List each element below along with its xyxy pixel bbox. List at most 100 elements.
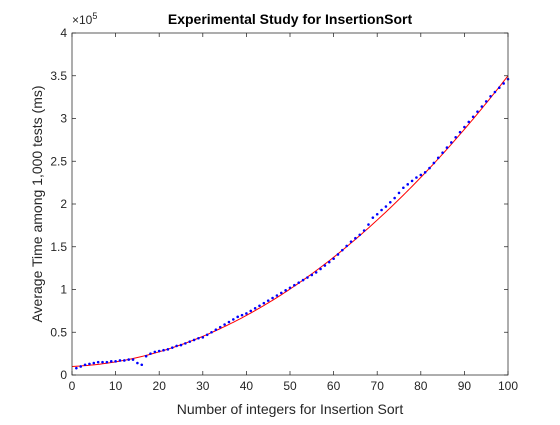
data-point [175,344,178,348]
data-point [349,240,353,243]
x-tick-label: 90 [458,379,472,393]
data-point [415,176,418,179]
axis-exponent-label: ×105 [72,11,97,27]
exponent-power: 5 [92,11,97,21]
y-tick-label: 3.5 [50,69,67,83]
data-point [476,110,479,113]
data-point [310,273,314,277]
data-point [502,82,505,85]
data-point [162,348,165,352]
data-point [166,348,170,351]
data-point [88,362,91,366]
data-point [136,361,139,365]
data-point [192,338,196,342]
data-point [332,257,335,261]
data-point [170,346,174,349]
x-tick-label: 10 [109,379,123,393]
x-tick-label: 60 [327,379,341,393]
data-point [114,360,117,363]
data-point [306,276,309,279]
data-point [406,183,410,186]
data-point [480,105,484,108]
plot-area [72,33,508,375]
data-point [105,360,109,364]
data-point [149,352,152,355]
data-point [210,330,213,334]
data-point [140,363,144,367]
data-point [83,363,87,367]
data-point [101,360,104,364]
data-point [262,301,266,305]
x-axis-ticks: 0 10 20 30 40 50 60 70 80 90 100 [69,33,518,393]
data-point [293,283,296,287]
data-point [184,342,187,345]
data-point [384,205,388,208]
y-axis-ticks: 0 0.5 1 1.5 2 2.5 3 3.5 4 [50,26,508,382]
data-point [493,90,497,94]
data-point [454,136,457,139]
y-tick-label: 3 [60,112,67,126]
data-point [314,271,318,274]
data-point [227,320,231,324]
data-point [271,296,274,300]
y-tick-label: 0 [60,368,67,382]
data-point [279,291,283,295]
data-point [188,340,192,343]
data-point [275,294,279,297]
data-point [410,179,414,183]
y-tick-label: 1 [60,283,67,297]
x-tick-label: 50 [283,379,297,393]
data-point [397,191,401,195]
data-point [484,100,488,103]
y-axis-label: Average Time among 1,000 tests (ms) [29,85,45,322]
data-point [249,309,253,313]
data-point [432,161,436,165]
data-point [402,186,405,190]
data-point [436,156,440,160]
data-point [327,260,331,264]
data-point [463,125,466,129]
data-point [201,336,205,339]
x-tick-label: 0 [69,379,76,393]
y-tick-label: 1.5 [50,240,67,254]
data-point [75,366,78,370]
data-point [358,233,362,237]
data-point [157,349,161,353]
data-point [467,120,471,124]
data-point [284,289,287,292]
data-point [371,216,375,219]
data-point [109,360,113,363]
data-point [336,253,340,256]
data-point [96,360,100,364]
data-point [319,267,322,271]
data-point [118,359,122,362]
data-point [489,94,492,98]
x-tick-label: 80 [414,379,428,393]
data-point [345,244,348,248]
data-point [458,130,462,134]
data-point [92,361,96,365]
x-tick-label: 20 [153,379,167,393]
data-point [127,358,130,361]
data-point [266,299,270,302]
data-point [214,328,218,331]
data-point [301,278,305,282]
data-point [258,304,261,308]
data-point [153,350,157,354]
y-tick-label: 2 [60,197,67,211]
y-tick-label: 0.5 [50,325,67,339]
data-point [223,323,226,326]
data-point [375,212,379,216]
data-point [393,196,396,200]
data-point [441,151,444,154]
data-point [197,336,200,340]
data-point [236,315,239,319]
exponent-base: ×10 [72,13,93,27]
data-point [428,166,431,170]
data-point [388,200,392,204]
y-tick-label: 4 [60,26,67,40]
data-points-layer [75,77,510,370]
data-point [179,343,183,347]
